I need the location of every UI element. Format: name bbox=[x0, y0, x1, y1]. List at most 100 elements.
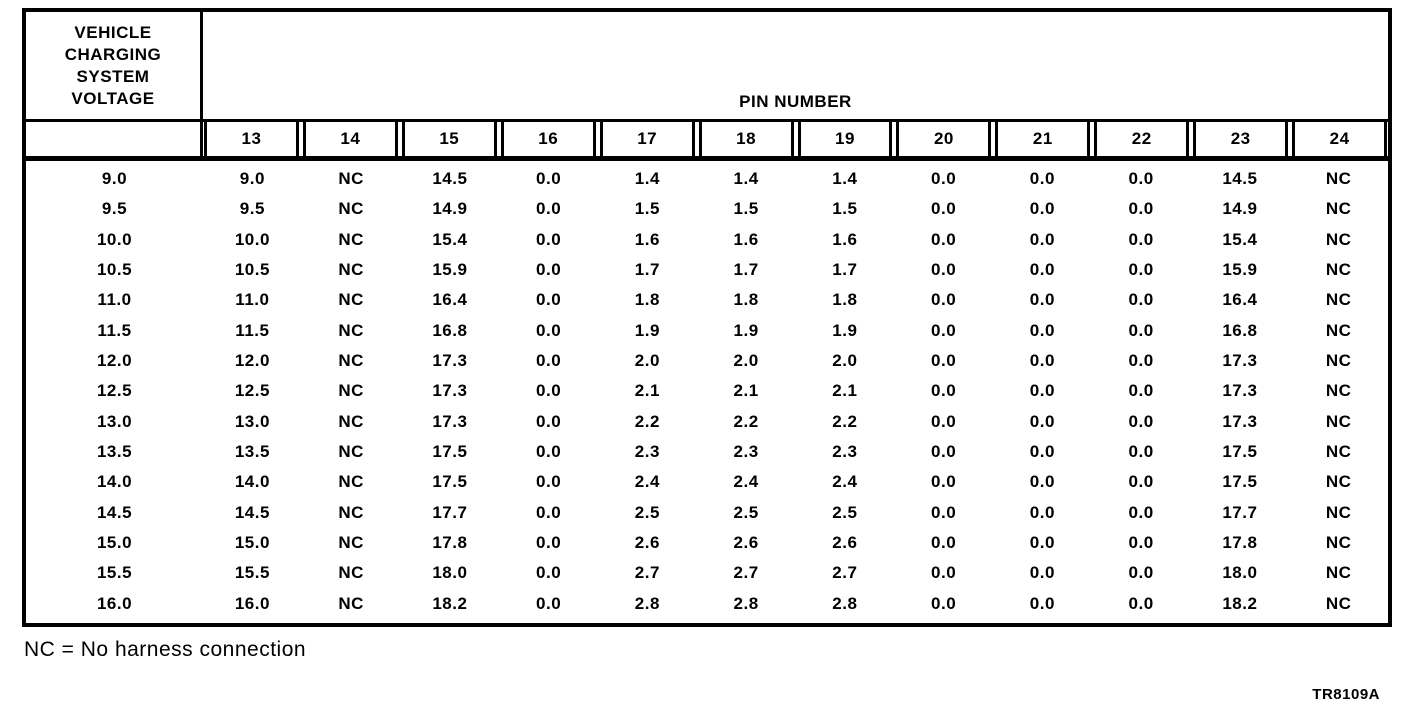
pin-value-cell: 2.0 bbox=[634, 351, 660, 371]
pin-value-cell: 0.0 bbox=[1029, 563, 1055, 583]
pin-value-cell: 0.0 bbox=[536, 502, 562, 522]
pin-header-cell: 24 bbox=[1292, 122, 1388, 156]
pin-value-cell: 1.6 bbox=[832, 229, 858, 249]
pin-value-cell: 2.3 bbox=[634, 442, 660, 462]
voltage-cell: 10.5 bbox=[96, 260, 133, 280]
pin-value-cell: NC bbox=[1325, 593, 1352, 613]
table-row: 10.5 10.5 NC 15.9 0.0 1.7 1.7 1.7 0.0 0.0 0.0 15.9 N… bbox=[26, 260, 1388, 280]
pin-value-cell: NC bbox=[338, 472, 364, 492]
pin-value-cell: 0.0 bbox=[1029, 502, 1055, 522]
pin-value-cell: NC bbox=[1325, 169, 1352, 189]
pin-value-cell: 0.0 bbox=[1029, 320, 1055, 340]
pin-value-cell: 9.5 bbox=[239, 199, 265, 219]
pin-value-cell: 10.0 bbox=[234, 229, 270, 249]
pin-value-cell: 2.3 bbox=[832, 442, 858, 462]
pin-value-cell: 17.8 bbox=[1222, 533, 1258, 553]
pin-value-cell: 0.0 bbox=[1128, 563, 1154, 583]
voltage-cell: 11.0 bbox=[97, 290, 132, 310]
pin-value-cell: 12.0 bbox=[234, 351, 270, 371]
table-row: 13.5 13.5 NC 17.5 0.0 2.3 2.3 2.3 0.0 0.0 0.0 17.5 N… bbox=[26, 442, 1388, 462]
pin-value-cell: 12.5 bbox=[234, 381, 270, 401]
pin-value-cell: 15.9 bbox=[1222, 260, 1258, 280]
pin-value-cell: 17.3 bbox=[432, 351, 468, 371]
pin-value-cell: 0.0 bbox=[931, 502, 957, 522]
pin-header-cell: 14 bbox=[302, 122, 398, 156]
pin-value-cell: 15.4 bbox=[1222, 229, 1258, 249]
table-body: 9.0 9.0 NC 14.5 0.0 1.4 1.4 1.4 0.0 0.0 0.0 14.5 NC 9… bbox=[26, 161, 1388, 623]
pin-value-cell: 1.7 bbox=[634, 260, 660, 280]
pin-value-cell: 15.0 bbox=[234, 533, 270, 553]
pin-header-cell: 21 bbox=[995, 122, 1091, 156]
pin-value-cell: 0.0 bbox=[1029, 199, 1055, 219]
pin-value-cell: 1.7 bbox=[832, 260, 858, 280]
pin-value-cell: 2.8 bbox=[733, 593, 759, 613]
pin-number-group-title: PIN NUMBER bbox=[739, 92, 852, 111]
pin-value-cell: 0.0 bbox=[536, 442, 562, 462]
pin-value-cell: 0.0 bbox=[536, 472, 562, 492]
pin-value-cell: 0.0 bbox=[1029, 533, 1055, 553]
pin-value-cell: 0.0 bbox=[1029, 442, 1055, 462]
pin-header-cell: 17 bbox=[599, 122, 695, 156]
pin-value-cell: 2.0 bbox=[832, 351, 858, 371]
pin-value-cell: 1.4 bbox=[733, 169, 759, 189]
pin-value-cell: 0.0 bbox=[536, 260, 562, 280]
pin-value-cell: 2.2 bbox=[733, 411, 759, 431]
voltage-cell: 11.5 bbox=[97, 320, 132, 340]
pin-value-cell: 2.4 bbox=[634, 472, 660, 492]
pin-header-cell: 16 bbox=[500, 122, 596, 156]
pin-value-cell: 0.0 bbox=[536, 351, 562, 371]
pin-value-cell: 1.5 bbox=[832, 199, 858, 219]
pin-value-cell: 2.2 bbox=[634, 411, 660, 431]
pin-value-cell: 17.5 bbox=[432, 472, 468, 492]
row-header-title: VEHICLE CHARGING SYSTEM VOLTAGE bbox=[26, 12, 203, 119]
pin-value-cell: 1.5 bbox=[733, 199, 759, 219]
pin-value-cell: 0.0 bbox=[1128, 169, 1154, 189]
pin-value-cell: NC bbox=[1325, 442, 1352, 462]
pin-value-cell: 0.0 bbox=[931, 411, 957, 431]
pin-value-cell: NC bbox=[1325, 351, 1352, 371]
voltage-cell: 14.5 bbox=[96, 502, 133, 522]
pin-value-cell: 2.8 bbox=[634, 593, 660, 613]
table-row: 9.0 9.0 NC 14.5 0.0 1.4 1.4 1.4 0.0 0.0 0.0 14.5 NC bbox=[26, 169, 1388, 189]
pin-value-cell: NC bbox=[338, 290, 364, 310]
pin-value-cell: 0.0 bbox=[536, 199, 562, 219]
pin-value-cell: 2.5 bbox=[733, 502, 759, 522]
pin-value-cell: 18.0 bbox=[1222, 563, 1258, 583]
pin-value-cell: 0.0 bbox=[1029, 290, 1055, 310]
pin-value-cell: 0.0 bbox=[1029, 351, 1055, 371]
pin-value-cell: 13.0 bbox=[234, 411, 270, 431]
pin-value-cell: 2.0 bbox=[733, 351, 759, 371]
table-row: 13.0 13.0 NC 17.3 0.0 2.2 2.2 2.2 0.0 0.0 0.0 17.3 N… bbox=[26, 412, 1388, 432]
table-row: 12.5 12.5 NC 17.3 0.0 2.1 2.1 2.1 0.0 0.0 0.0 17.3 N… bbox=[26, 381, 1388, 401]
pin-value-cell: NC bbox=[338, 502, 364, 522]
pin-value-cell: 1.7 bbox=[733, 260, 759, 280]
pin-value-cell: 16.4 bbox=[432, 290, 468, 310]
pin-value-cell: 18.2 bbox=[1222, 593, 1258, 613]
pin-value-cell: NC bbox=[1325, 502, 1352, 522]
pin-value-cell: 0.0 bbox=[931, 593, 957, 613]
pin-value-cell: 0.0 bbox=[536, 169, 562, 189]
pin-value-cell: 2.1 bbox=[733, 381, 759, 401]
pin-value-cell: NC bbox=[1325, 320, 1352, 340]
pin-value-cell: 0.0 bbox=[536, 533, 562, 553]
pin-value-cell: NC bbox=[338, 563, 364, 583]
pin-value-cell: 2.7 bbox=[832, 563, 858, 583]
pin-value-cell: 0.0 bbox=[1029, 260, 1055, 280]
pin-value-cell: 0.0 bbox=[1128, 472, 1154, 492]
pin-value-cell: NC bbox=[338, 442, 364, 462]
table-row: 9.5 9.5 NC 14.9 0.0 1.5 1.5 1.5 0.0 0.0 0.0 14.9 NC bbox=[26, 199, 1388, 219]
pin-header-cell: 13 bbox=[204, 122, 299, 156]
pin-value-cell: 14.0 bbox=[234, 472, 270, 492]
pin-value-cell: 0.0 bbox=[1128, 290, 1154, 310]
pin-value-cell: 0.0 bbox=[536, 563, 562, 583]
pin-value-cell: 16.8 bbox=[1222, 320, 1258, 340]
pin-value-cell: 1.9 bbox=[832, 320, 858, 340]
pin-value-cell: 2.6 bbox=[733, 533, 759, 553]
pin-value-cell: 1.4 bbox=[634, 169, 660, 189]
figure-reference-code: TR8109A bbox=[1312, 686, 1380, 703]
pin-value-cell: 2.7 bbox=[733, 563, 759, 583]
pin-value-cell: 17.8 bbox=[432, 533, 468, 553]
pin-value-cell: 0.0 bbox=[1029, 411, 1055, 431]
table-row: 10.0 10.0 NC 15.4 0.0 1.6 1.6 1.6 0.0 0.0 0.0 15.4 N… bbox=[26, 230, 1388, 250]
